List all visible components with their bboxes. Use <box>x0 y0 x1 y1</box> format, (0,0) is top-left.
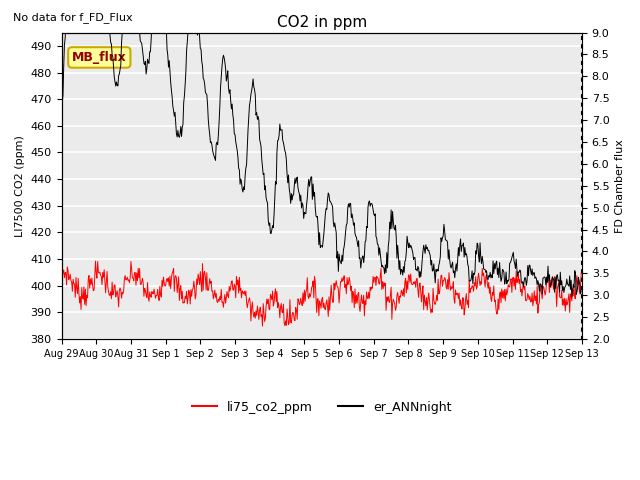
Y-axis label: LI7500 CO2 (ppm): LI7500 CO2 (ppm) <box>15 135 25 237</box>
Title: CO2 in ppm: CO2 in ppm <box>276 15 367 30</box>
Text: No data for f_FD_Flux: No data for f_FD_Flux <box>13 12 132 23</box>
Legend: li75_co2_ppm, er_ANNnight: li75_co2_ppm, er_ANNnight <box>187 396 456 419</box>
Text: MB_flux: MB_flux <box>72 51 127 64</box>
Y-axis label: FD Chamber flux: FD Chamber flux <box>615 139 625 233</box>
